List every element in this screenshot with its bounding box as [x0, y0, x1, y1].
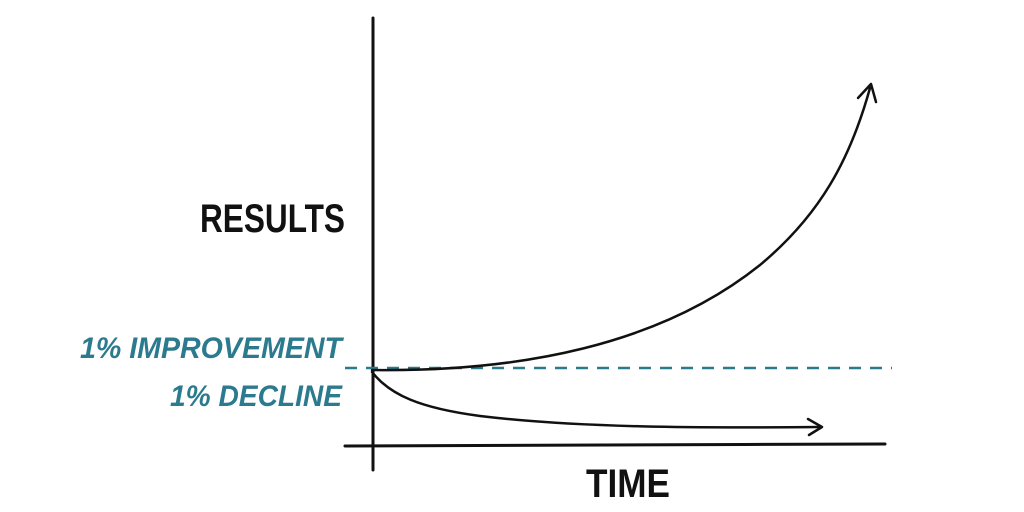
x-axis — [343, 442, 887, 448]
y-axis — [371, 16, 375, 472]
curve-label: 1% IMPROVEMENT — [80, 332, 345, 365]
decline-curve — [370, 370, 822, 429]
y-axis-label: RESULTS — [200, 197, 345, 241]
arrow-head — [856, 82, 878, 104]
improvement-curve — [370, 86, 872, 372]
x-axis-label: TIME — [586, 462, 670, 506]
curve-label: 1% DECLINE — [170, 380, 343, 413]
arrow-head — [806, 417, 824, 437]
